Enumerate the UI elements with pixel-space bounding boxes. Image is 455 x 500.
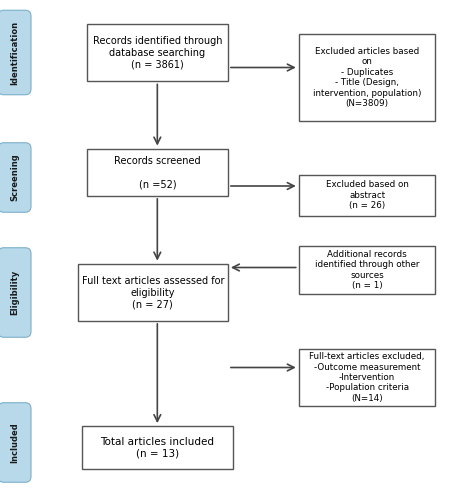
- FancyBboxPatch shape: [86, 149, 228, 196]
- FancyBboxPatch shape: [298, 34, 435, 121]
- Text: Excluded based on
abstract
(n = 26): Excluded based on abstract (n = 26): [325, 180, 408, 210]
- FancyBboxPatch shape: [298, 349, 435, 406]
- FancyBboxPatch shape: [298, 246, 435, 294]
- Text: Total articles included
(n = 13): Total articles included (n = 13): [100, 436, 214, 458]
- Text: Screening: Screening: [10, 154, 19, 202]
- FancyBboxPatch shape: [0, 143, 31, 212]
- FancyBboxPatch shape: [82, 426, 232, 469]
- FancyBboxPatch shape: [0, 248, 31, 338]
- Text: Included: Included: [10, 422, 19, 463]
- Text: Eligibility: Eligibility: [10, 270, 19, 315]
- Text: Records identified through
database searching
(n = 3861): Records identified through database sear…: [92, 36, 222, 69]
- FancyBboxPatch shape: [86, 24, 228, 81]
- Text: Full text articles assessed for
eligibility
(n = 27): Full text articles assessed for eligibil…: [81, 276, 223, 309]
- FancyBboxPatch shape: [0, 403, 31, 482]
- Text: Records screened

(n =52): Records screened (n =52): [114, 156, 200, 189]
- FancyBboxPatch shape: [0, 10, 31, 95]
- Text: Identification: Identification: [10, 20, 19, 84]
- FancyBboxPatch shape: [298, 174, 435, 216]
- Text: Full-text articles excluded,
-Outcome measurement
-Intervention
-Population crit: Full-text articles excluded, -Outcome me…: [308, 352, 424, 403]
- FancyBboxPatch shape: [77, 264, 228, 322]
- Text: Excluded articles based
on
- Duplicates
- Title (Design,
intervention, populatio: Excluded articles based on - Duplicates …: [312, 47, 420, 108]
- Text: Additional records
identified through other
sources
(n = 1): Additional records identified through ot…: [314, 250, 419, 290]
